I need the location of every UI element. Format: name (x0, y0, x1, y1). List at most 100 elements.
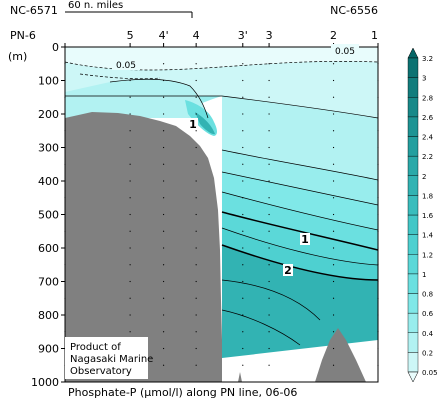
sample-point (64, 280, 66, 283)
sample-point (242, 146, 244, 149)
concentration-band (65, 47, 378, 70)
sample-point (162, 130, 165, 132)
sample-point (332, 79, 335, 82)
colorbar-segment (407, 136, 419, 157)
y-tick-label: 100 (38, 75, 59, 88)
contour-line (221, 309, 301, 346)
sample-point (332, 63, 335, 65)
sample-point (129, 96, 131, 98)
contour-label: 0.05 (335, 47, 355, 57)
sample-point (129, 130, 131, 132)
sample-point (162, 264, 165, 266)
sample-point (332, 230, 335, 232)
sample-point (195, 146, 197, 149)
sample-point (242, 230, 244, 232)
contour-line (221, 244, 378, 281)
colorbar-tick-label: 2.4 (422, 134, 434, 142)
sample-point (242, 314, 244, 316)
colorbar-tick-label: 1 (422, 271, 426, 279)
sample-point (195, 79, 197, 82)
contour-line (109, 79, 209, 119)
sample-point (64, 213, 66, 216)
sample-point (377, 230, 379, 232)
sample-point (64, 247, 66, 249)
sample-point (377, 163, 379, 165)
sample-point (332, 314, 335, 316)
sample-point (195, 197, 197, 199)
sample-point (195, 163, 197, 165)
contour-line (221, 279, 321, 321)
sample-point (332, 331, 335, 333)
credit-line: Nagasaki Marine (70, 354, 153, 365)
colorbar-segment (407, 116, 419, 137)
sample-point (162, 347, 165, 350)
station-axis: PN-6 5 4' 4 3' 3 2 1 (10, 29, 379, 366)
contour-line (221, 191, 378, 231)
concentration-band (222, 172, 378, 230)
colorbar-tick-label: 1.4 (422, 232, 434, 240)
concentration-band (222, 96, 378, 180)
sample-point (195, 180, 197, 182)
sample-point (64, 230, 66, 232)
colorbar-tick-label: 0.2 (422, 349, 433, 357)
credit-background (65, 337, 148, 379)
colorbar-segment (407, 77, 419, 98)
sample-point (377, 130, 379, 132)
colorbar-segment (407, 195, 419, 216)
colorbar-tick-label: 2.2 (422, 153, 433, 161)
sample-point (162, 314, 165, 316)
sample-point (332, 146, 335, 149)
sample-point (162, 180, 165, 182)
sample-point (268, 331, 270, 333)
sample-point (332, 130, 335, 132)
sample-point (64, 79, 66, 82)
sample-point (195, 130, 197, 132)
contour-line (221, 149, 378, 181)
sample-point (268, 163, 270, 165)
sample-point (162, 96, 165, 98)
sample-point (64, 146, 66, 149)
sample-point (129, 146, 131, 149)
sample-point (377, 247, 379, 249)
concentration-band (65, 79, 208, 118)
contour-line (221, 227, 378, 266)
station-label: 5 (127, 29, 134, 42)
sample-point (64, 63, 66, 65)
sample-point (377, 364, 379, 366)
sample-point (268, 213, 270, 216)
sample-point (64, 197, 66, 199)
sample-point (242, 130, 244, 132)
sample-point (64, 264, 66, 266)
sample-point (377, 264, 379, 266)
sample-point (64, 331, 66, 333)
sample-point (195, 264, 197, 266)
contour-line (221, 171, 378, 206)
sample-point (242, 197, 244, 199)
sample-point (129, 163, 131, 165)
colorbar-segment (407, 293, 419, 314)
sample-point (242, 113, 244, 115)
y-tick-label: 400 (38, 175, 59, 188)
colorbar-tick-label: 1.6 (422, 212, 434, 220)
credit-box: Product of Nagasaki Marine Observatory (65, 337, 153, 379)
y-tick-label: 300 (38, 142, 59, 155)
contour-line (221, 211, 378, 251)
sample-point (64, 314, 66, 316)
station-label: 4' (159, 29, 169, 42)
colorbar-segment (407, 57, 419, 78)
sample-point (332, 197, 335, 199)
sample-point (195, 230, 197, 232)
sample-point (129, 113, 131, 115)
concentration-band (65, 61, 378, 118)
sample-point (332, 113, 335, 115)
sample-point (332, 213, 335, 216)
colorbar-tick-label: 1.2 (422, 251, 433, 259)
sample-point (64, 113, 66, 115)
sample-point (242, 264, 244, 266)
y-tick-label: 900 (38, 343, 59, 356)
credit-line: Observatory (70, 366, 132, 377)
chart-axis-label-left: NC-6571 (10, 4, 58, 17)
sample-point (242, 347, 244, 350)
sample-point (377, 96, 379, 98)
sample-point (242, 63, 244, 65)
